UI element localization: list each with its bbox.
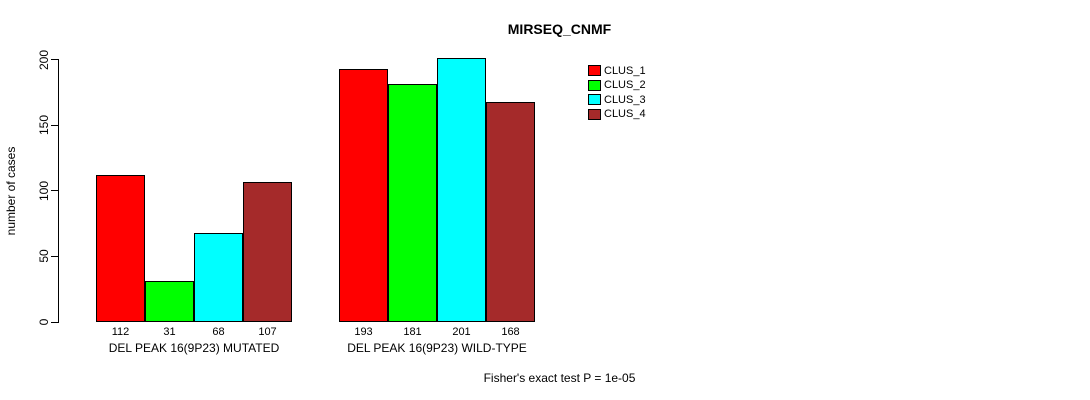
y-axis-tick <box>51 124 58 126</box>
y-axis-title: number of cases <box>4 146 18 236</box>
legend-swatch-clus_3 <box>588 94 601 105</box>
bar-clus_2-group1 <box>145 281 194 322</box>
legend-label-clus_2: CLUS_2 <box>604 79 646 91</box>
y-axis-tick-label: 150 <box>37 115 51 136</box>
bar-clus_1-group2 <box>339 68 388 322</box>
y-axis-tick <box>51 321 58 323</box>
bar-clus_3-group2 <box>437 58 486 322</box>
bar-clus_2-group2 <box>388 84 437 322</box>
footnote-fishers-test: Fisher's exact test P = 1e-05 <box>483 371 636 385</box>
y-axis-line <box>58 59 59 323</box>
y-axis-tick <box>51 59 58 60</box>
bar-value-label: 112 <box>111 326 130 338</box>
x-axis-group-label: DEL PEAK 16(9P23) MUTATED <box>108 341 280 355</box>
y-axis-tick-label: 0 <box>37 318 51 326</box>
legend-label-clus_3: CLUS_3 <box>604 93 646 106</box>
bar-clus_4-group2 <box>486 101 535 322</box>
y-axis-tick-label: 200 <box>37 49 51 70</box>
bar-value-label: 107 <box>258 326 277 338</box>
bar-clus_4-group1 <box>243 181 292 322</box>
y-axis-tick <box>51 190 58 192</box>
legend-swatch-clus_2 <box>588 79 601 91</box>
legend-label-clus_1: CLUS_1 <box>604 64 646 77</box>
bar-value-label: 168 <box>501 326 520 338</box>
bar-value-label: 201 <box>452 326 471 338</box>
y-axis-tick <box>51 255 58 257</box>
bar-clus_3-group1 <box>194 232 243 322</box>
y-axis-tick-label: 100 <box>37 180 51 201</box>
legend-swatch-clus_4 <box>588 108 601 120</box>
bar-value-label: 181 <box>403 326 422 338</box>
y-axis-tick-label: 50 <box>37 249 51 264</box>
x-axis-group-label: DEL PEAK 16(9P23) WILD-TYPE <box>347 341 527 355</box>
legend-swatch-clus_1 <box>588 65 601 76</box>
legend-label-clus_4: CLUS_4 <box>604 108 646 120</box>
chart-title: MIRSEQ_CNMF <box>507 21 612 37</box>
bar-value-label: 68 <box>212 326 225 338</box>
bar-value-label: 31 <box>163 326 176 338</box>
bar-clus_1-group1 <box>96 175 145 322</box>
bar-value-label: 193 <box>354 326 373 338</box>
